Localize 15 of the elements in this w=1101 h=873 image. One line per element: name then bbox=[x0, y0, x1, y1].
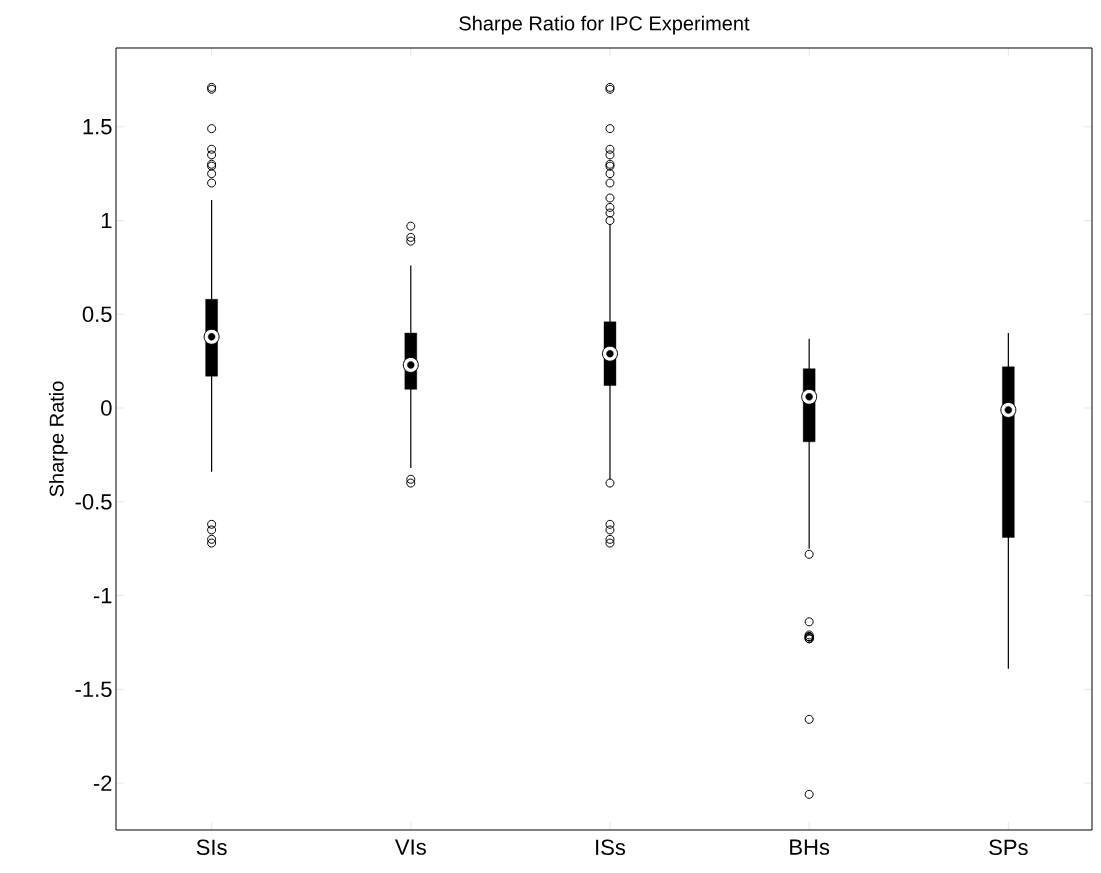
y-tick-label: 0.5 bbox=[82, 306, 112, 323]
y-tick-label: -1 bbox=[93, 588, 112, 604]
x-tick-label: SIs bbox=[196, 839, 227, 856]
y-tick-label: 0 bbox=[101, 400, 112, 416]
y-tick-label: -1.5 bbox=[75, 681, 112, 698]
y-tick-label: 1 bbox=[101, 212, 112, 229]
y-tick-label: 1.5 bbox=[83, 119, 112, 135]
x-tick-label: VIs bbox=[395, 839, 426, 855]
x-tick-label: ISs bbox=[596, 839, 626, 856]
x-tick-label: SPs bbox=[989, 839, 1028, 856]
x-tick-label: BHs bbox=[790, 839, 830, 855]
y-axis-title: Sharpe Ratio bbox=[49, 381, 68, 497]
y-tick-label: -2 bbox=[93, 775, 112, 791]
y-tick-label: -0.5 bbox=[75, 494, 112, 510]
chart-title: Sharpe Ratio for IPC Experiment bbox=[459, 15, 750, 35]
